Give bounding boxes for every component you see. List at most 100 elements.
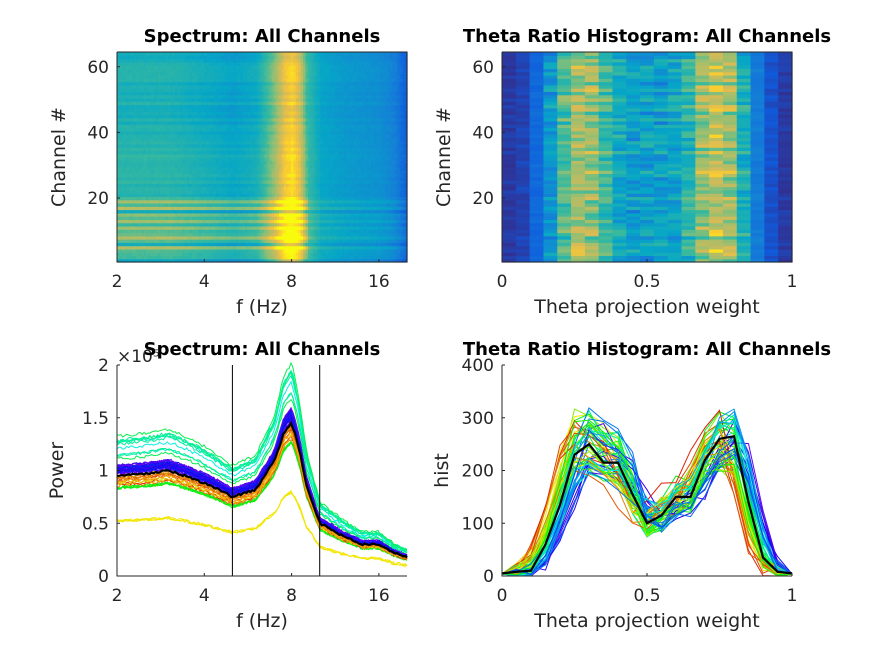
heatmap-cell xyxy=(179,137,183,142)
heatmap-cell xyxy=(363,206,367,211)
heatmap-cell xyxy=(271,219,275,224)
heatmap-cell xyxy=(177,196,181,201)
heatmap-cell xyxy=(167,140,171,145)
heatmap-cell xyxy=(291,212,295,217)
heatmap-cell xyxy=(365,170,369,175)
heatmap-cell xyxy=(160,163,164,168)
heatmap-cell xyxy=(129,252,133,257)
heatmap-cell xyxy=(266,222,270,227)
heatmap-cell xyxy=(286,150,290,155)
heatmap-cell xyxy=(254,239,258,243)
heatmap-cell xyxy=(117,252,121,257)
heatmap-cell xyxy=(184,183,188,188)
heatmap-cell xyxy=(373,189,377,194)
heatmap-cell xyxy=(266,206,270,211)
heatmap-cell xyxy=(274,160,278,165)
heatmap-cell xyxy=(298,143,302,148)
heatmap-cell xyxy=(148,147,152,152)
heatmap-cell xyxy=(119,206,123,211)
heatmap-cell xyxy=(162,150,166,155)
heatmap-cell xyxy=(271,157,275,161)
heatmap-cell xyxy=(150,140,154,145)
heatmap-cell xyxy=(211,212,215,217)
heatmap-cell xyxy=(390,170,394,175)
heatmap-cell xyxy=(327,258,331,263)
heatmap-cell xyxy=(228,140,232,145)
heatmap-cell xyxy=(213,137,217,142)
heatmap-cell xyxy=(179,209,183,214)
heatmap-cell xyxy=(315,163,319,168)
heatmap-cell xyxy=(310,225,314,230)
heatmap-cell xyxy=(281,229,285,234)
heatmap-cell xyxy=(397,173,401,178)
heatmap-cell xyxy=(179,216,183,220)
heatmap-cell xyxy=(233,140,237,145)
heatmap-cell xyxy=(300,235,304,240)
heatmap-cell xyxy=(298,160,302,165)
heatmap-cell xyxy=(361,199,365,204)
heatmap-cell xyxy=(278,216,282,220)
heatmap-cell xyxy=(288,173,292,178)
heatmap-cell xyxy=(252,127,256,132)
heatmap-cell xyxy=(378,199,382,204)
heatmap-cell xyxy=(165,212,169,217)
heatmap-cell xyxy=(208,183,212,188)
heatmap-cell xyxy=(397,199,401,204)
heatmap-cell xyxy=(199,147,203,152)
heatmap-cell xyxy=(315,229,319,234)
heatmap-cell xyxy=(375,222,379,227)
heatmap-cell xyxy=(344,183,348,188)
heatmap-cell xyxy=(194,235,198,240)
heatmap-cell xyxy=(204,183,208,188)
heatmap-cell xyxy=(155,137,159,142)
heatmap-cell xyxy=(121,258,125,263)
heatmap-cell xyxy=(257,173,261,178)
heatmap-cell xyxy=(175,225,179,230)
heatmap-cell xyxy=(257,202,261,207)
heatmap-cell xyxy=(117,239,121,243)
heatmap-cell xyxy=(339,219,343,224)
heatmap-cell xyxy=(249,140,253,145)
heatmap-cell xyxy=(322,137,326,142)
heatmap-cell xyxy=(220,143,224,148)
heatmap-cell xyxy=(196,140,200,145)
heatmap-cell xyxy=(293,206,297,211)
heatmap-cell xyxy=(356,202,360,207)
heatmap-cell xyxy=(119,229,123,234)
heatmap-cell xyxy=(365,140,369,145)
heatmap-cell xyxy=(365,202,369,207)
heatmap-cell xyxy=(317,242,321,247)
heatmap-cell xyxy=(387,212,391,217)
heatmap-cell xyxy=(223,212,227,217)
heatmap-cell xyxy=(293,222,297,227)
heatmap-cell xyxy=(276,258,280,263)
heatmap-cell xyxy=(160,147,164,152)
heatmap-cell xyxy=(182,147,186,152)
heatmap-cell xyxy=(143,209,147,214)
heatmap-cell xyxy=(404,183,408,188)
heatmap-cell xyxy=(346,170,350,175)
heatmap-cell xyxy=(204,170,208,175)
heatmap-cell xyxy=(187,258,191,263)
heatmap-cell xyxy=(397,219,401,224)
heatmap-cell xyxy=(358,183,362,188)
heatmap-cell xyxy=(310,239,314,243)
heatmap-cell xyxy=(158,222,162,227)
heatmap-cell xyxy=(339,212,343,217)
heatmap-cell xyxy=(368,130,372,135)
heatmap-cell xyxy=(375,166,379,171)
heatmap-cell xyxy=(317,137,321,142)
heatmap-cell xyxy=(150,160,154,165)
heatmap-cell xyxy=(305,239,309,243)
heatmap-cell xyxy=(242,225,246,230)
heatmap-cell xyxy=(220,216,224,220)
heatmap-cell xyxy=(390,229,394,234)
heatmap-cell xyxy=(153,209,157,214)
heatmap-cell xyxy=(160,143,164,148)
heatmap-cell xyxy=(390,127,394,132)
heatmap-cell xyxy=(356,242,360,247)
heatmap-cell xyxy=(286,193,290,197)
heatmap-cell xyxy=(245,252,249,257)
heatmap-cell xyxy=(281,209,285,214)
heatmap-cell xyxy=(175,140,179,145)
